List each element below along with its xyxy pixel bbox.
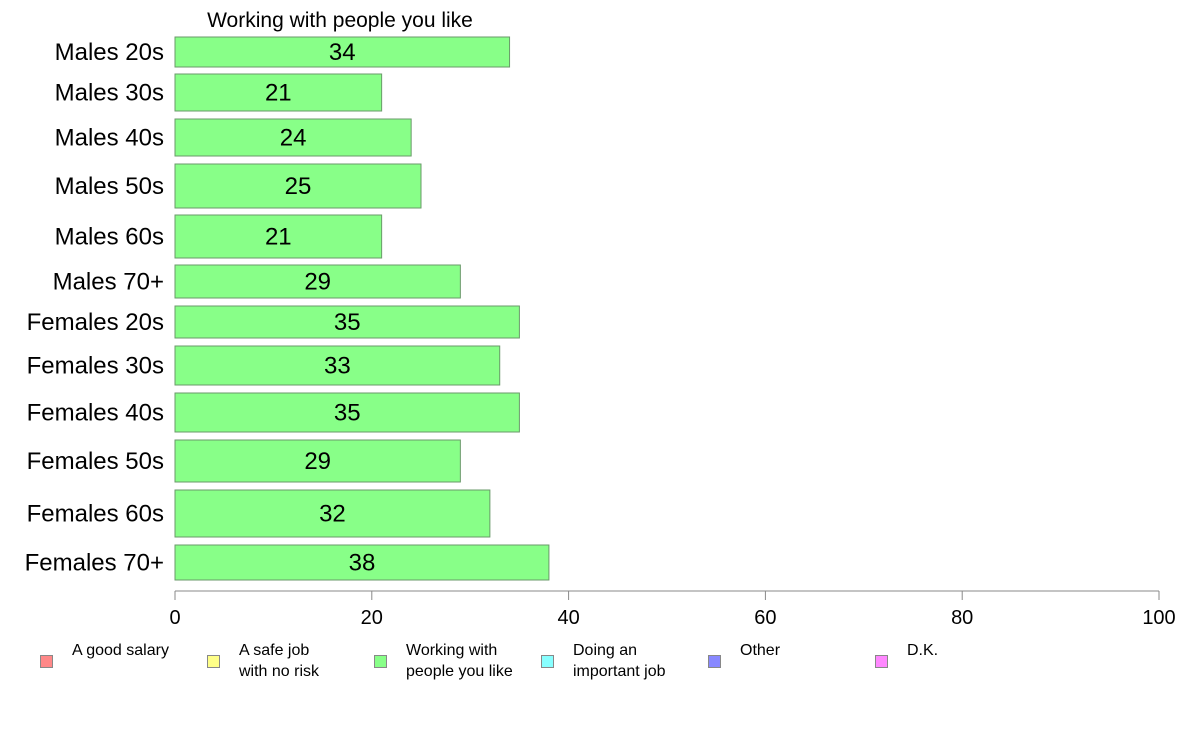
- data-label: 24: [280, 125, 307, 152]
- legend-label: Doing an important job: [573, 642, 666, 680]
- bar: [174, 118, 412, 157]
- x-tick-label: 100: [1142, 607, 1175, 629]
- x-tick-label: 40: [557, 607, 579, 629]
- legend-item: Working with people you like: [374, 640, 513, 682]
- data-label: 35: [334, 309, 361, 336]
- legend-swatch: [541, 655, 554, 668]
- bar: [174, 345, 501, 386]
- x-tick-label: 80: [951, 607, 973, 629]
- legend-swatch: [207, 655, 220, 668]
- data-label: 21: [265, 224, 292, 251]
- category-label: Males 70+: [53, 269, 164, 296]
- category-labels: Males 20s Males 30s Males 40s Males 50s Male…: [25, 39, 164, 577]
- data-label: 38: [349, 550, 376, 577]
- x-axis-ticks: 0 20 40 60 80 100: [169, 591, 1176, 629]
- legend-item: A good salary: [40, 640, 169, 668]
- x-tick-label: 0: [169, 607, 180, 629]
- data-label: 29: [304, 269, 331, 296]
- data-label: 25: [285, 173, 312, 200]
- bar: [174, 73, 383, 112]
- legend-label: A good salary: [72, 642, 169, 659]
- legend-label: A safe job with no risk: [239, 642, 320, 680]
- legend-label: Working with people you like: [406, 642, 513, 680]
- legend: A good salary A safe job with no risk Wo…: [0, 640, 1188, 700]
- legend-item: A safe job with no risk: [207, 640, 319, 682]
- legend-swatch: [374, 655, 387, 668]
- bar: [174, 392, 520, 433]
- category-label: Males 50s: [55, 173, 164, 200]
- chart-title: Working with people you like: [207, 9, 473, 32]
- legend-label: Other: [740, 642, 781, 659]
- category-label: Females 70+: [25, 550, 164, 577]
- data-label: 32: [319, 501, 346, 528]
- bar: [174, 439, 461, 483]
- bar: [174, 163, 422, 209]
- category-label: Females 40s: [27, 400, 164, 427]
- category-label: Males 40s: [55, 125, 164, 152]
- category-label: Males 30s: [55, 80, 164, 107]
- category-label: Males 60s: [55, 224, 164, 251]
- bar: [174, 36, 511, 68]
- category-label: Females 30s: [27, 353, 164, 380]
- bar: [174, 489, 491, 538]
- data-label: 21: [265, 80, 292, 107]
- legend-label: D.K.: [907, 642, 939, 659]
- bar: [174, 305, 520, 339]
- legend-item: Other: [708, 640, 780, 668]
- bar: [174, 544, 550, 581]
- legend-swatch: [875, 655, 888, 668]
- bar: [174, 214, 383, 259]
- x-tick-label: 20: [361, 607, 383, 629]
- legend-item: Doing an important job: [541, 640, 666, 682]
- bars-group: [174, 36, 550, 581]
- legend-item: D.K.: [875, 640, 938, 668]
- bar: [174, 264, 461, 299]
- legend-swatch: [40, 655, 53, 668]
- data-label: 35: [334, 400, 361, 427]
- x-tick-label: 60: [754, 607, 776, 629]
- category-label: Females 60s: [27, 501, 164, 528]
- legend-swatch: [708, 655, 721, 668]
- category-label: Males 20s: [55, 39, 164, 66]
- data-label: 34: [329, 39, 356, 66]
- bar-chart: Working with people you like Males 20sMa…: [25, 9, 1176, 629]
- category-label: Females 20s: [27, 309, 164, 336]
- data-label: 29: [304, 448, 331, 475]
- data-label: 33: [324, 353, 351, 380]
- category-label: Females 50s: [27, 448, 164, 475]
